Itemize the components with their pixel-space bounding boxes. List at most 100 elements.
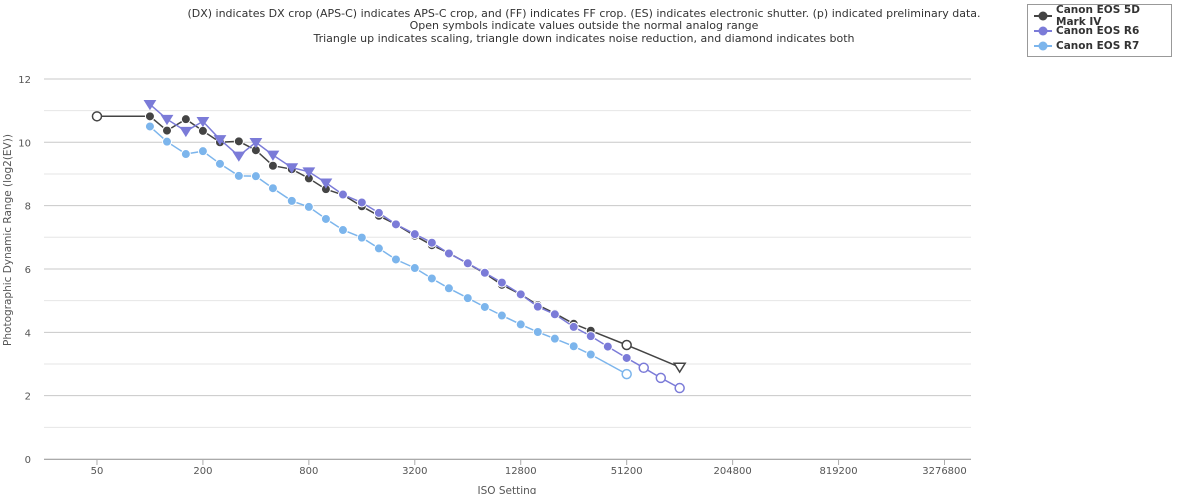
series-1-point[interactable] [638,362,649,374]
series-2-point[interactable] [161,136,172,147]
series-0-point[interactable] [233,136,244,147]
legend-item-5d-mark-iv[interactable]: Canon EOS 5D Mark IV [1028,4,1171,28]
y-tick-label: 10 [18,138,31,149]
series-1-point[interactable] [479,267,490,278]
series-2-point[interactable] [409,263,420,274]
series-0-point[interactable] [267,160,278,171]
series-2-point[interactable] [356,232,367,243]
series-1-point[interactable] [602,341,613,352]
series-1-point[interactable] [356,197,367,208]
series-2-point[interactable] [337,225,348,236]
series-1 [143,99,685,394]
series-2-point[interactable] [443,283,454,294]
x-tick-label: 3276800 [922,466,967,477]
series-2-point[interactable] [479,301,490,312]
series-1-point[interactable] [409,229,420,240]
series-2-point[interactable] [462,293,473,304]
series-1-point[interactable] [160,114,174,126]
series-2-point[interactable] [197,146,208,157]
series-2-point[interactable] [250,171,261,182]
series-1-point[interactable] [674,382,685,394]
series-2-point[interactable] [320,213,331,224]
series-1-point[interactable] [496,277,507,288]
legend-item-r6[interactable]: Canon EOS R6 [1028,23,1171,38]
series-1-point[interactable] [285,163,299,174]
series-2-point[interactable] [373,243,384,254]
chart-title-line-2: Open symbols indicate values outside the… [410,19,759,32]
series-0-point[interactable] [144,111,155,122]
series-2-point[interactable] [390,254,401,265]
series-1-point[interactable] [390,219,401,230]
series-2-point[interactable] [144,121,155,132]
series-0-point[interactable] [91,111,103,122]
series-2-point[interactable] [549,333,560,344]
series-2-point[interactable] [214,158,225,169]
x-tick-label: 12800 [505,466,537,477]
series-1-point[interactable] [532,301,543,312]
y-tick-label: 4 [25,328,31,339]
series-1-point[interactable] [302,167,316,178]
series-2-point[interactable] [233,170,244,181]
x-tick-label: 51200 [611,466,643,477]
chart-title: (DX) indicates DX crop (APS-C) indicates… [187,7,980,45]
series-0-point[interactable] [621,339,632,351]
series-1-point[interactable] [426,237,437,248]
series-1-point[interactable] [515,289,526,300]
series-1-point[interactable] [143,99,157,111]
series-1-point[interactable] [373,207,384,218]
series-1-point[interactable] [249,137,263,149]
series-0-point[interactable] [197,125,208,136]
series-1-point[interactable] [655,372,667,384]
series-2-point[interactable] [496,310,507,321]
series-0-point[interactable] [180,114,191,125]
legend: Canon EOS 5D Mark IV Canon EOS R6 Canon … [1027,4,1172,57]
series-1-point[interactable] [549,309,560,320]
series-1-point[interactable] [443,248,454,259]
x-tick-label: 819200 [819,466,857,477]
series-1-point[interactable] [568,321,579,332]
series-1-point[interactable] [266,150,280,161]
series-2-point[interactable] [426,273,437,284]
y-tick-label: 2 [25,392,31,403]
series-2-point[interactable] [515,319,526,330]
series-2-point[interactable] [568,341,579,352]
series-2-point[interactable] [303,201,314,212]
chart-title-line-1: (DX) indicates DX crop (APS-C) indicates… [187,7,980,20]
y-tick-label: 8 [25,202,31,213]
legend-label-r7: Canon EOS R7 [1056,39,1140,52]
series-1-point[interactable] [319,178,333,189]
x-tick-label: 200 [193,466,212,477]
legend-item-r7[interactable]: Canon EOS R7 [1028,38,1171,53]
chart-title-line-3: Triangle up indicates scaling, triangle … [312,32,854,45]
legend-label-5d-mark-iv: Canon EOS 5D Mark IV [1056,3,1140,28]
grid [44,78,971,460]
x-tick-label: 50 [91,466,104,477]
x-tick-label: 204800 [714,466,752,477]
series-2-point[interactable] [621,368,632,380]
series-1-point[interactable] [232,151,246,162]
series-1-point[interactable] [337,189,348,200]
x-axis: 50 200 800 3200 12800 51200 204800 819200 327680… [44,459,971,477]
series-2 [144,121,632,380]
series-1-point[interactable] [196,117,210,128]
series-2-point[interactable] [286,195,297,206]
series-2-point[interactable] [180,149,191,160]
series-1-point[interactable] [213,135,227,146]
series-2-point[interactable] [267,183,278,194]
x-axis-label: ISO Setting [478,485,537,494]
series-2-point[interactable] [532,327,543,338]
legend-symbol-r7 [1034,40,1052,52]
series-0-point[interactable] [161,125,172,136]
series-1-point[interactable] [621,352,632,363]
legend-symbol-5d-mark-iv [1034,10,1052,22]
series-0-point[interactable] [672,362,687,374]
series-1-point[interactable] [462,258,473,269]
series-2-point[interactable] [585,349,596,360]
series-line [149,103,681,389]
series-1-point[interactable] [179,126,193,138]
x-tick-label: 800 [299,466,318,477]
series-1-point[interactable] [585,331,596,342]
y-tick-label: 12 [18,75,31,86]
y-axis-label: Photographic Dynamic Range (log2(EV)) [2,134,14,346]
